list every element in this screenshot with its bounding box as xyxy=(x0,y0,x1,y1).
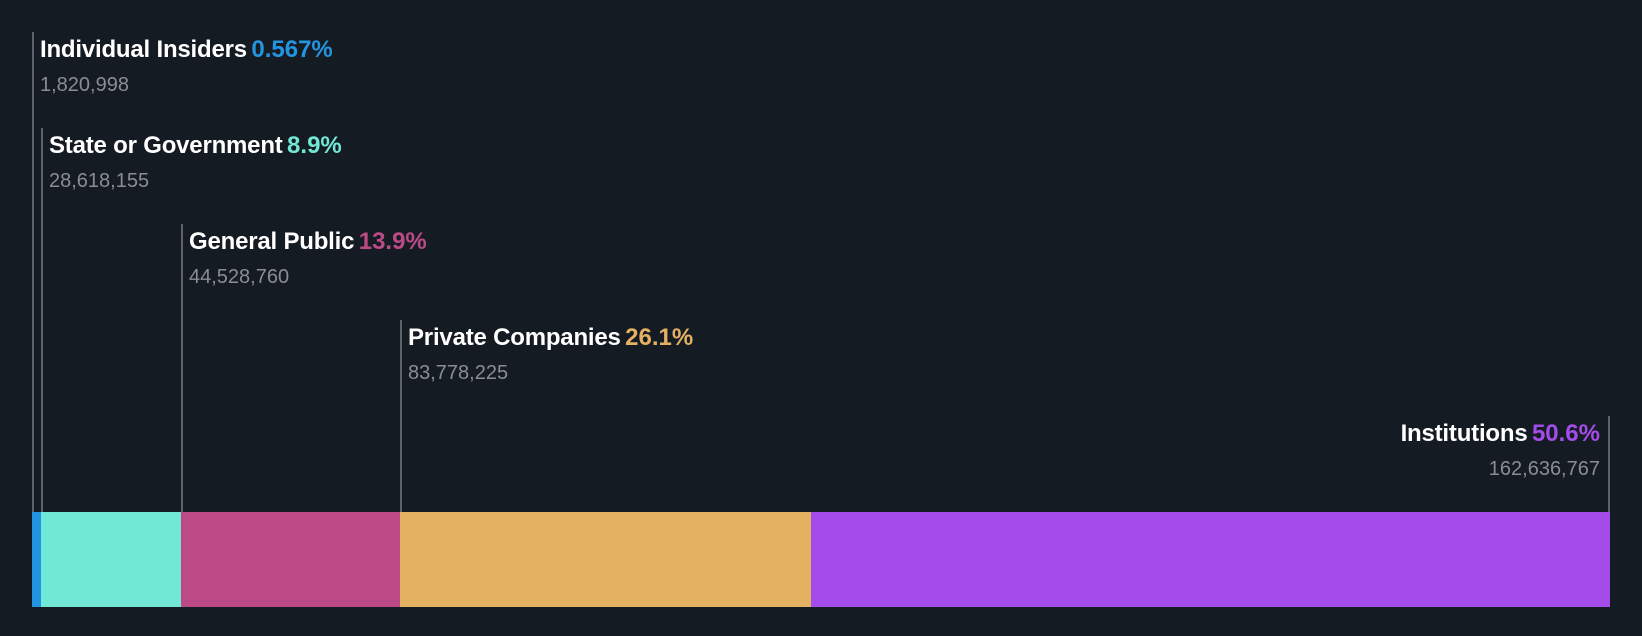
segment-share-count: 162,636,767 xyxy=(1488,458,1600,480)
bar-segment-institutions[interactable] xyxy=(811,512,1610,607)
bar-segment-individual-insiders[interactable] xyxy=(32,512,41,607)
segment-share-count: 83,778,225 xyxy=(408,362,509,384)
segment-name: Private Companies xyxy=(408,324,621,351)
leader-line-individual-insiders xyxy=(32,32,34,512)
segment-percent: 8.9% xyxy=(287,132,342,159)
label-state-or-government: State or Government 8.9% 28,618,155 xyxy=(49,132,342,193)
segment-name: Institutions xyxy=(1400,420,1528,447)
segment-name: State or Government xyxy=(49,132,283,159)
segment-name: General Public xyxy=(189,228,355,255)
segment-percent: 50.6% xyxy=(1531,420,1600,447)
segment-share-count: 44,528,760 xyxy=(189,266,290,288)
segment-share-count: 1,820,998 xyxy=(40,74,129,96)
segment-name: Individual Insiders xyxy=(40,36,247,63)
segment-percent: 26.1% xyxy=(625,324,694,351)
segment-percent: 0.567% xyxy=(251,36,333,63)
leader-line-institutions xyxy=(1608,416,1610,512)
segment-share-count: 28,618,155 xyxy=(49,170,150,192)
bar-segment-private-companies[interactable] xyxy=(400,512,811,607)
label-individual-insiders: Individual Insiders 0.567% 1,820,998 xyxy=(40,36,333,97)
label-private-companies: Private Companies 26.1% 83,778,225 xyxy=(408,324,693,385)
leader-line-general-public xyxy=(181,224,183,512)
bar-segment-general-public[interactable] xyxy=(181,512,400,607)
leader-line-private-companies xyxy=(400,320,402,512)
segment-percent: 13.9% xyxy=(358,228,427,255)
leader-line-state-or-government xyxy=(41,128,43,512)
bar-segment-state-or-government[interactable] xyxy=(41,512,181,607)
label-institutions: Institutions 50.6% 162,636,767 xyxy=(1401,420,1600,481)
label-general-public: General Public 13.9% 44,528,760 xyxy=(189,228,427,289)
